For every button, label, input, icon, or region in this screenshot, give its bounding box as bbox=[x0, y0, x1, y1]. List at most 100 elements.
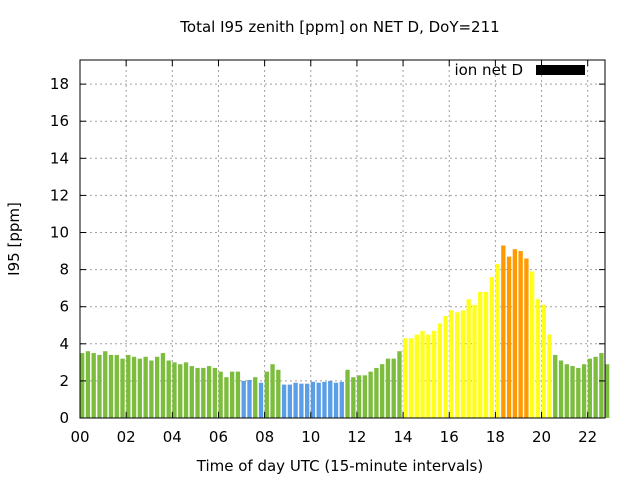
bar bbox=[333, 382, 339, 418]
bars bbox=[80, 245, 610, 418]
bar bbox=[351, 377, 356, 418]
bar bbox=[103, 351, 108, 418]
bar bbox=[587, 358, 593, 418]
bar bbox=[131, 356, 137, 418]
bar bbox=[201, 367, 206, 418]
bar bbox=[120, 358, 125, 418]
bar bbox=[195, 367, 200, 418]
bar bbox=[143, 356, 148, 418]
y-tick-label: 2 bbox=[59, 372, 69, 390]
bar bbox=[149, 360, 154, 418]
bar bbox=[172, 362, 177, 418]
bar bbox=[356, 375, 362, 418]
bar bbox=[495, 264, 500, 418]
bar bbox=[460, 310, 466, 418]
legend-swatch bbox=[536, 65, 585, 75]
bar bbox=[189, 366, 194, 418]
bar bbox=[345, 369, 350, 418]
bar bbox=[605, 364, 610, 418]
y-tick-label: 8 bbox=[59, 261, 69, 279]
bar bbox=[247, 379, 252, 418]
bar bbox=[426, 334, 431, 418]
bar bbox=[305, 383, 310, 418]
bar bbox=[91, 353, 96, 418]
y-tick-label: 14 bbox=[50, 149, 69, 167]
bar bbox=[235, 371, 241, 418]
bar bbox=[576, 367, 581, 418]
x-tick-label: 00 bbox=[70, 428, 89, 446]
bar bbox=[212, 367, 218, 418]
legend-label: ion net D bbox=[454, 61, 523, 79]
bar bbox=[437, 323, 443, 418]
x-tick-label: 04 bbox=[163, 428, 182, 446]
x-tick-labels: 00 02 04 06 08 10 12 14 16 18 20 22 bbox=[70, 428, 597, 446]
bar bbox=[368, 371, 373, 418]
plot-frame bbox=[79, 59, 606, 419]
bar bbox=[224, 377, 229, 418]
bar bbox=[206, 366, 212, 418]
bar bbox=[599, 353, 604, 418]
x-tick-label: 08 bbox=[255, 428, 274, 446]
bar bbox=[270, 364, 275, 418]
bar bbox=[374, 367, 379, 418]
legend: ion net D bbox=[454, 61, 585, 79]
bar bbox=[85, 351, 91, 418]
bar bbox=[114, 354, 119, 418]
x-tick-label: 12 bbox=[347, 428, 366, 446]
y-tick-label: 10 bbox=[50, 224, 69, 242]
bar bbox=[276, 369, 281, 418]
y-tick-label: 16 bbox=[50, 112, 69, 130]
y-tick-label: 12 bbox=[50, 186, 69, 204]
bar bbox=[414, 334, 419, 418]
bar bbox=[380, 364, 385, 418]
bar bbox=[253, 377, 258, 418]
bar bbox=[155, 356, 160, 418]
bar bbox=[518, 251, 523, 418]
bar bbox=[281, 384, 287, 418]
bar bbox=[385, 358, 391, 418]
bar bbox=[178, 364, 183, 418]
y-tick-label: 18 bbox=[50, 75, 69, 93]
bar bbox=[391, 358, 396, 418]
bar bbox=[530, 271, 535, 418]
bar bbox=[478, 291, 483, 418]
bar bbox=[264, 371, 269, 418]
x-tick-label: 10 bbox=[301, 428, 320, 446]
bar bbox=[449, 310, 454, 418]
x-tick-label: 16 bbox=[440, 428, 459, 446]
bar bbox=[570, 366, 575, 418]
bar bbox=[230, 371, 235, 418]
bar bbox=[287, 384, 293, 418]
bar bbox=[506, 256, 512, 418]
bar bbox=[403, 338, 408, 418]
bar bbox=[322, 381, 327, 418]
x-tick-label: 22 bbox=[578, 428, 597, 446]
y-tick-label: 6 bbox=[59, 298, 69, 316]
x-tick-label: 02 bbox=[117, 428, 136, 446]
y-tick-label: 0 bbox=[59, 409, 69, 427]
bar bbox=[535, 299, 541, 418]
bar bbox=[524, 258, 529, 418]
bar bbox=[293, 382, 298, 418]
bar bbox=[362, 375, 368, 418]
bar bbox=[408, 338, 414, 418]
bar bbox=[443, 315, 448, 418]
tick-marks bbox=[79, 60, 605, 419]
bar bbox=[593, 356, 598, 418]
bar bbox=[558, 360, 564, 418]
bar bbox=[316, 382, 321, 418]
bar bbox=[218, 371, 223, 418]
bar bbox=[80, 353, 85, 418]
bar bbox=[581, 364, 587, 418]
bar bbox=[512, 249, 518, 418]
bar bbox=[564, 364, 569, 418]
bar bbox=[258, 382, 264, 418]
y-tick-label: 4 bbox=[59, 335, 69, 353]
bar bbox=[299, 383, 304, 418]
y-axis-label: I95 [ppm] bbox=[5, 202, 23, 276]
x-tick-label: 18 bbox=[486, 428, 505, 446]
bar bbox=[547, 334, 552, 418]
bar bbox=[310, 381, 316, 418]
y-tick-labels: 0 2 4 6 8 10 12 14 16 18 bbox=[50, 75, 69, 427]
